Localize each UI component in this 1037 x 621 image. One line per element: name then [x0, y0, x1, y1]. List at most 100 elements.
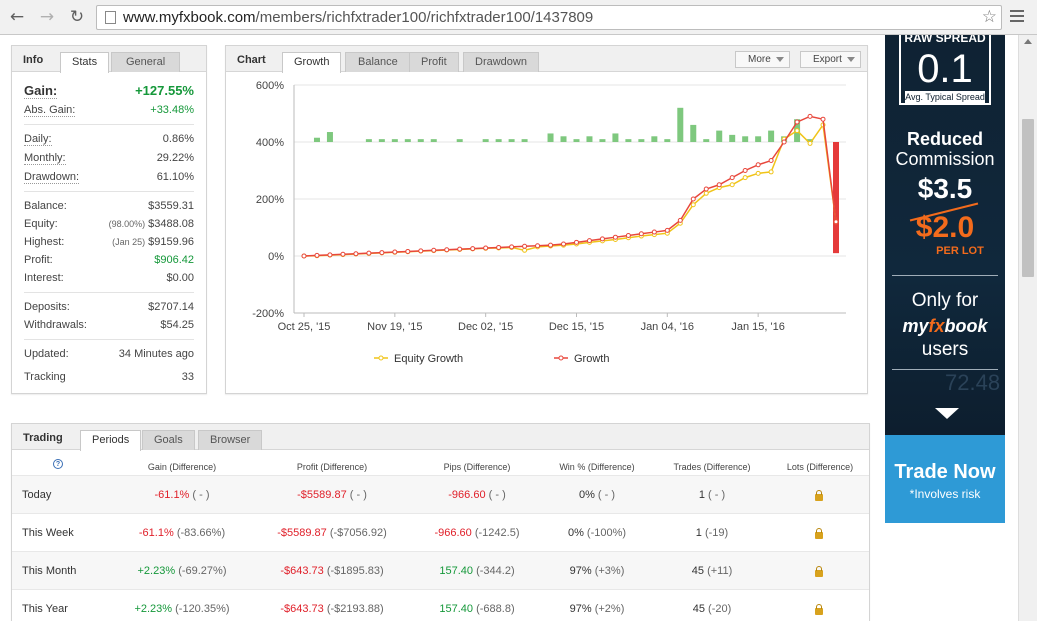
tracking-value[interactable]: 33	[181, 371, 194, 383]
tab-goals[interactable]: Goals	[142, 430, 195, 450]
browser-menu-icon[interactable]	[1010, 10, 1024, 24]
tab-growth[interactable]: Growth	[282, 52, 342, 73]
info-title: Info	[23, 54, 44, 66]
col-trades[interactable]: Trades (Difference)	[673, 462, 751, 472]
forward-arrow-icon[interactable]: →	[39, 7, 55, 27]
gain-label: Gain:	[24, 83, 58, 99]
profit-cell: -$5589.87 (-$7056.92)	[277, 527, 387, 539]
lock-icon[interactable]	[815, 490, 823, 501]
tab-stats[interactable]: Stats	[60, 52, 110, 73]
profit-value: $906.42	[154, 254, 194, 266]
gain-value: +127.55%	[135, 83, 194, 98]
equity-percent: (98.00%)	[108, 219, 146, 229]
ad-divider	[892, 275, 998, 276]
equity-label: Equity:	[24, 218, 58, 230]
data-point	[444, 247, 450, 253]
lock-icon[interactable]	[815, 566, 823, 577]
win-cell: 97% (+3%)	[569, 565, 625, 577]
bar	[651, 136, 658, 142]
bar	[716, 130, 723, 142]
interest-value: $0.00	[166, 272, 194, 284]
page-scrollbar[interactable]	[1018, 35, 1037, 621]
lock-icon[interactable]	[815, 528, 823, 539]
data-point	[742, 168, 748, 173]
data-point	[690, 202, 696, 208]
myfxbook-logo: myfxbook	[902, 316, 988, 336]
bar	[495, 139, 502, 142]
chart-panel: Chart Growth Balance Profit Drawdown Mor…	[225, 45, 868, 394]
data-point	[457, 246, 463, 252]
withdrawals-label: Withdrawals:	[24, 319, 87, 331]
export-dropdown[interactable]: Export	[800, 51, 861, 68]
help-icon[interactable]: ?	[53, 459, 63, 469]
data-point	[586, 238, 592, 244]
data-point	[794, 119, 800, 125]
data-point	[833, 219, 839, 225]
ad-bg-number: 72.48	[945, 370, 1001, 395]
col-gain[interactable]: Gain (Difference)	[147, 462, 217, 472]
back-arrow-icon[interactable]: ←	[9, 7, 25, 27]
bar	[664, 139, 671, 142]
bar	[547, 133, 554, 142]
trades-cell: 45 (+11)	[691, 565, 733, 577]
ad-divider	[892, 369, 998, 370]
data-point	[794, 128, 800, 134]
chart-title: Chart	[237, 54, 266, 66]
equity-value: $3488.08	[148, 218, 194, 230]
more-dropdown[interactable]: More	[735, 51, 790, 68]
tab-profit[interactable]: Profit	[409, 52, 459, 72]
advertisement-banner[interactable]: 72.48 RAW SPREAD 0.1 Avg. Typical Spread…	[885, 35, 1005, 523]
raw-spread-label: RAW SPREAD	[904, 35, 986, 45]
tab-drawdown[interactable]: Drawdown	[463, 52, 539, 72]
y-tick-label: 600%	[256, 80, 284, 92]
col-win[interactable]: Win % (Difference)	[559, 462, 635, 472]
data-point	[483, 245, 489, 251]
col-profit[interactable]: Profit (Difference)	[296, 462, 368, 472]
gain-cell: +2.23% (-120.35%)	[134, 603, 230, 615]
interest-label: Interest:	[24, 272, 64, 284]
growth-chart[interactable]: 600% 400% 200% 0% -200%Oct 25, '15 Nov 19, '1…	[226, 73, 867, 393]
tab-balance[interactable]: Balance	[345, 52, 411, 72]
url-text[interactable]: www.myfxbook.com/members/richfxtrader100…	[123, 9, 594, 26]
win-cell: 0% (-100%)	[567, 527, 627, 539]
data-point	[807, 113, 813, 119]
bar	[638, 139, 645, 142]
scroll-up-icon[interactable]	[1024, 39, 1032, 44]
bar	[365, 139, 372, 142]
bar	[742, 136, 749, 142]
daily-label: Daily:	[24, 133, 52, 146]
ad-reduced: Reduced	[906, 129, 984, 149]
scroll-thumb[interactable]	[1022, 119, 1034, 277]
col-pips[interactable]: Pips (Difference)	[443, 462, 511, 472]
arrow-down-icon	[935, 408, 959, 419]
address-bar[interactable]: www.myfxbook.com/members/richfxtrader100…	[96, 5, 1002, 30]
y-tick-label: 200%	[256, 194, 284, 206]
data-point	[677, 217, 683, 223]
legend-label: Equity Growth	[394, 353, 463, 365]
drawdown-label: Drawdown:	[24, 171, 80, 184]
tab-general[interactable]: General	[111, 52, 181, 72]
bar	[482, 139, 489, 142]
trade-now-button[interactable]: Trade Now *Involves risk	[885, 435, 1005, 523]
data-point	[496, 244, 502, 250]
monthly-value: 29.22%	[156, 152, 194, 164]
tab-periods[interactable]: Periods	[80, 430, 142, 451]
data-point	[573, 239, 579, 245]
data-point	[638, 231, 644, 237]
trade-now-label: Trade Now	[894, 461, 996, 483]
separator	[24, 191, 194, 192]
series-line	[303, 122, 837, 257]
page-icon	[105, 11, 116, 24]
bookmark-star-icon[interactable]: ☆	[981, 7, 997, 27]
win-cell: 97% (+2%)	[569, 603, 625, 615]
data-point	[729, 175, 735, 181]
pips-cell: -966.60 ( - )	[448, 489, 506, 501]
lock-icon[interactable]	[815, 604, 823, 615]
tab-browser[interactable]: Browser	[198, 430, 263, 450]
updated-label: Updated:	[24, 348, 69, 360]
info-tabbar: Info Stats General	[12, 46, 206, 73]
col-lots[interactable]: Lots (Difference)	[786, 462, 854, 472]
spread-value: 0.1	[917, 47, 973, 91]
reload-icon[interactable]: ↻	[69, 7, 85, 27]
chevron-down-icon	[775, 57, 784, 62]
